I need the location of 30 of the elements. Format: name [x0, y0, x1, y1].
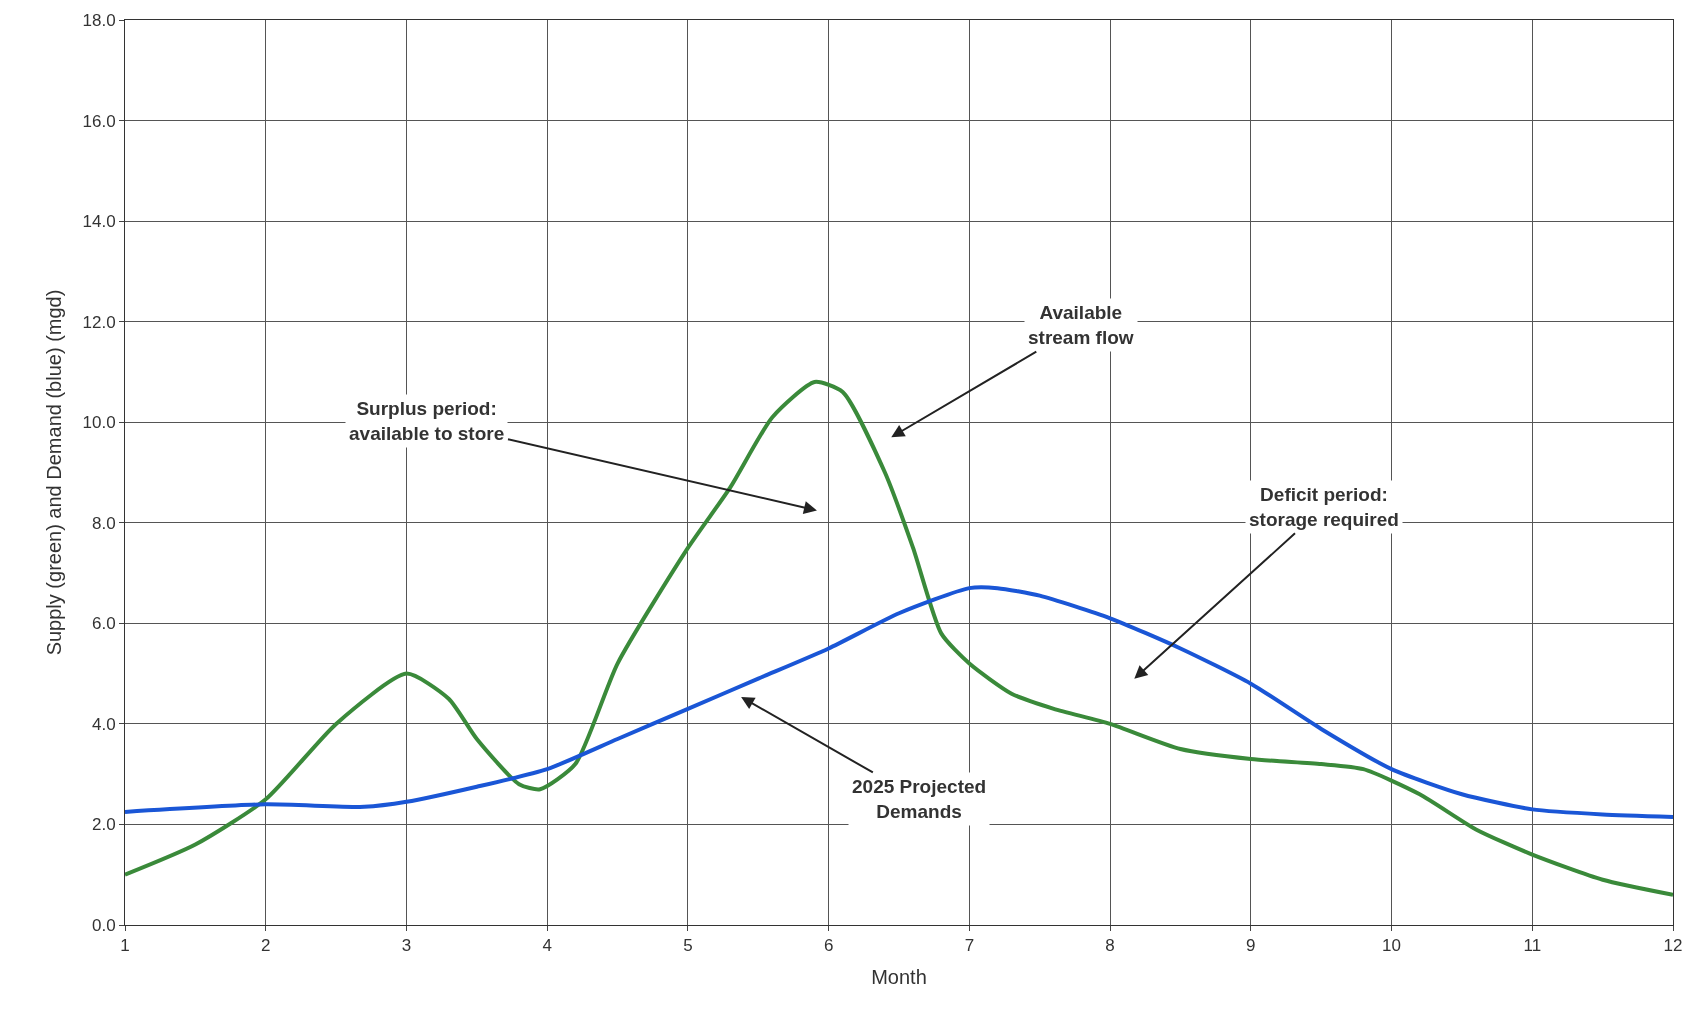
x-tick-label: 12 — [1663, 936, 1683, 956]
y-axis-title: Supply (green) and Demand (blue) (mgd) — [43, 289, 66, 656]
annotation: Surplus period: available to store — [349, 398, 505, 444]
x-tick-label: 6 — [823, 936, 834, 956]
annotation: Available stream flow — [1028, 302, 1134, 348]
y-tick-label: 16.0 — [82, 111, 116, 131]
y-tick-label: 6.0 — [91, 614, 116, 634]
line-series — [125, 585, 1673, 819]
x-tick-label: 5 — [683, 936, 693, 956]
annotation: 2025 Projected Demands — [852, 776, 987, 822]
line-series — [125, 380, 1673, 897]
y-tick-label: 8.0 — [91, 513, 116, 533]
y-tick-label: 4.0 — [91, 714, 116, 734]
y-tick-label: 14.0 — [82, 212, 116, 232]
x-tick-label: 1 — [120, 936, 130, 956]
x-tick-label: 4 — [542, 936, 552, 956]
y-tick-label: 18.0 — [82, 10, 116, 30]
x-axis-title: Month — [871, 965, 927, 988]
y-tick-label: 2.0 — [91, 815, 116, 835]
y-tick-label: 0.0 — [91, 915, 116, 935]
x-tick-label: 8 — [1105, 936, 1115, 956]
y-tick-label: 10.0 — [82, 413, 116, 433]
y-tick-label: 12.0 — [82, 312, 116, 332]
x-tick-label: 7 — [964, 936, 975, 956]
annotation: Deficit period: storage required — [1249, 484, 1399, 530]
x-tick-label: 9 — [1246, 936, 1256, 956]
x-tick-label: 3 — [401, 936, 412, 956]
x-tick-label: 2 — [261, 936, 271, 956]
x-tick-label: 11 — [1523, 936, 1542, 956]
x-tick-label: 10 — [1382, 936, 1402, 956]
